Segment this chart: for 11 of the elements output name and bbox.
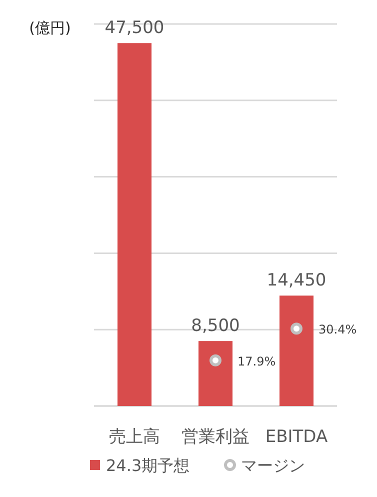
data-label: 14,450 xyxy=(266,270,326,291)
data-label: 30.4% xyxy=(318,322,357,337)
x-tick-label: EBITDA xyxy=(265,427,328,447)
x-tick-label: 売上高 xyxy=(109,427,160,447)
x-tick-label: 営業利益 xyxy=(182,427,250,447)
legend-label: マージン xyxy=(241,456,305,475)
y-axis-title: (億円) xyxy=(29,19,71,37)
data-label: 8,500 xyxy=(191,316,240,336)
legend-label: 24.3期予想 xyxy=(106,456,190,475)
data-label: 47,500 xyxy=(104,18,164,38)
data-label: 17.9% xyxy=(238,354,276,368)
